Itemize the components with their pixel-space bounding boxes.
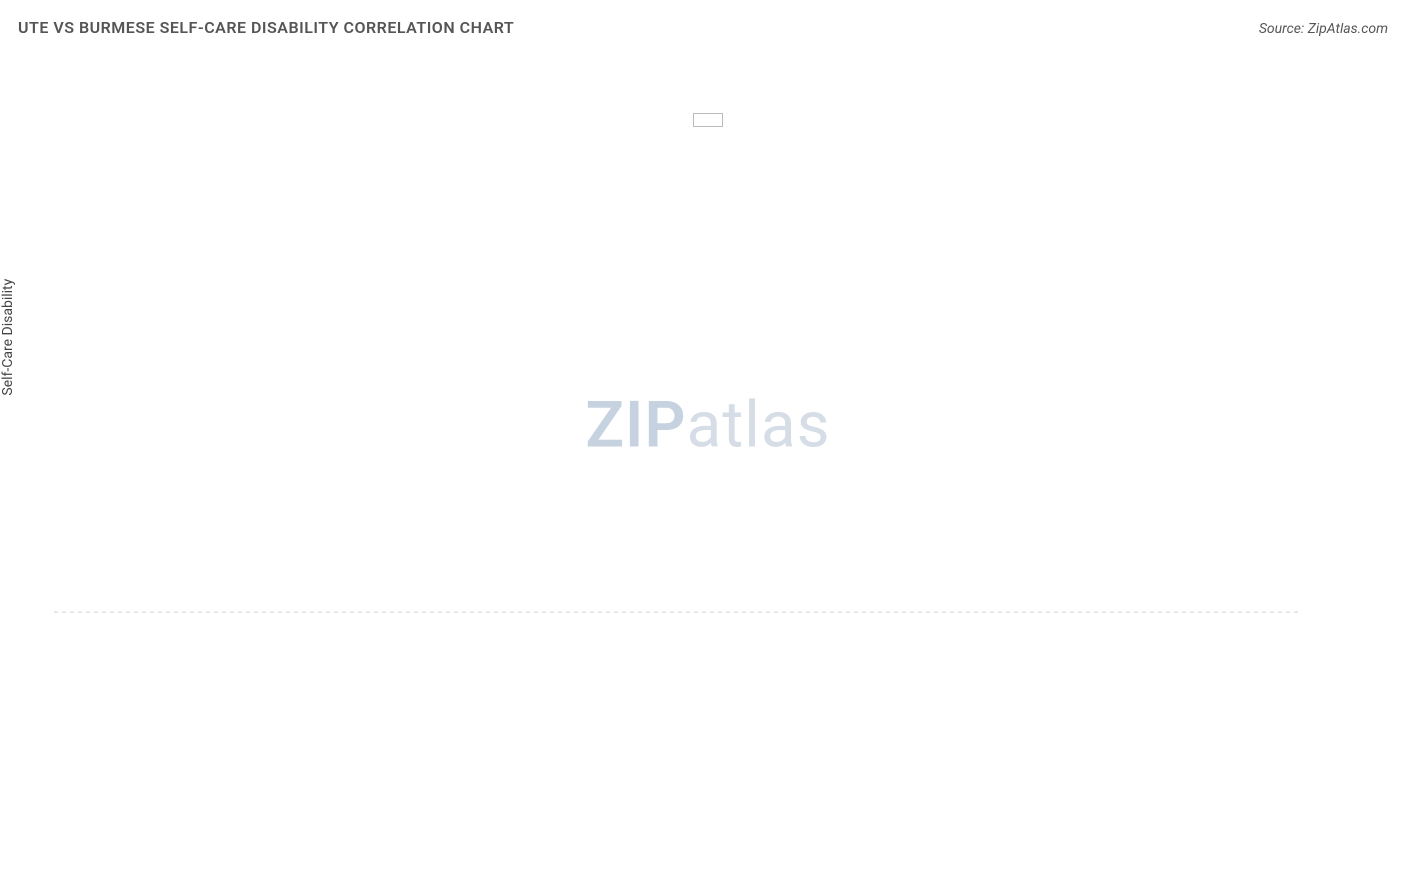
chart-header: UTE VS BURMESE SELF-CARE DISABILITY CORR…	[18, 18, 1388, 37]
chart-source: Source: ZipAtlas.com	[1259, 21, 1388, 37]
source-prefix: Source:	[1259, 21, 1308, 37]
y-axis-label: Self-Care Disability	[0, 279, 16, 396]
chart-title: UTE VS BURMESE SELF-CARE DISABILITY CORR…	[18, 18, 514, 37]
correlation-legend	[693, 113, 723, 127]
chart-svg	[48, 55, 1368, 825]
scatter-plot: ZIPatlas	[48, 55, 1368, 825]
source-name: ZipAtlas.com	[1308, 21, 1388, 37]
